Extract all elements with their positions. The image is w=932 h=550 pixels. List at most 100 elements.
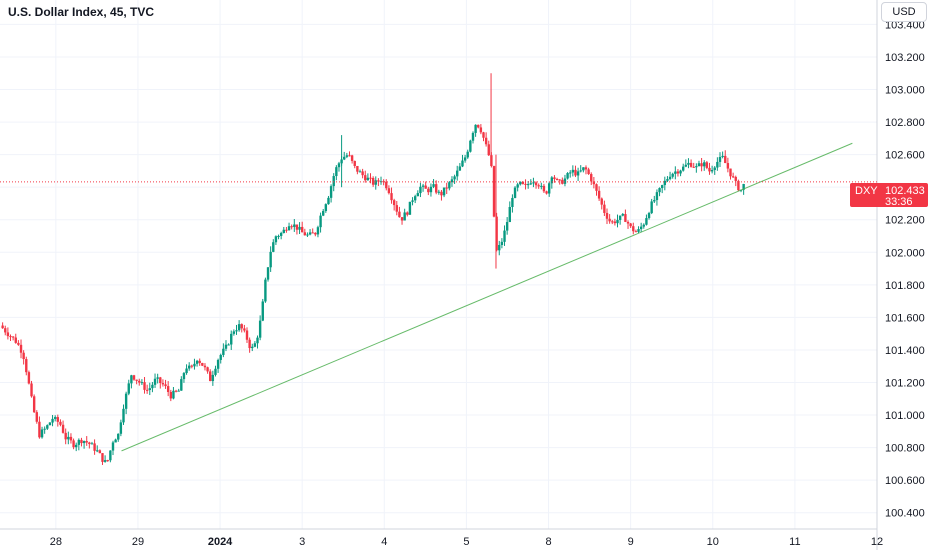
candle-body: [537, 185, 540, 187]
candle-body: [337, 163, 341, 168]
candle-body: [616, 219, 619, 224]
candle-body: [324, 204, 328, 212]
candle-body: [185, 368, 188, 374]
candle-body: [492, 166, 496, 217]
candle-body: [364, 175, 367, 181]
price-axis[interactable]: 103.400 103.200 103.000 102.800 102.600 102.4…: [885, 19, 925, 519]
candle-body: [69, 436, 73, 441]
candle-body: [721, 155, 724, 158]
candle-body: [742, 183, 745, 190]
candle-body: [403, 212, 406, 221]
candle-body: [96, 450, 99, 452]
candle-body: [608, 218, 611, 222]
candle-body: [19, 344, 23, 353]
currency-button[interactable]: USD: [881, 2, 927, 22]
candle-body: [529, 183, 532, 185]
candle-body: [90, 443, 94, 445]
candle-body: [306, 234, 309, 236]
candle-body: [582, 167, 585, 171]
candle-body: [224, 344, 228, 349]
candle-body: [345, 155, 349, 157]
x-tick-label: 9: [628, 536, 634, 548]
candle-body: [371, 177, 375, 185]
candle-body: [251, 346, 254, 349]
candle-body: [135, 379, 138, 381]
candle-body: [605, 212, 609, 219]
candle-body: [245, 330, 249, 340]
candle-body: [82, 441, 86, 444]
candle-body: [682, 166, 685, 171]
candle-body: [156, 377, 159, 379]
x-tick-label: 11: [789, 536, 800, 548]
candle-body: [382, 181, 385, 183]
candle-body: [266, 267, 270, 280]
candle-body: [710, 169, 714, 172]
candle-body: [639, 226, 643, 230]
y-tick-label: 101.800: [885, 280, 925, 292]
candle-body: [516, 184, 519, 188]
candle-body: [61, 424, 65, 433]
candle-body: [1, 325, 4, 329]
y-tick-label: 102.200: [885, 215, 925, 227]
candle-body: [148, 388, 151, 391]
candle-body: [206, 367, 209, 372]
candle-body: [718, 157, 722, 162]
candle-body: [203, 365, 207, 368]
trendline[interactable]: [121, 142, 853, 452]
candle-body: [692, 166, 695, 168]
candle-body: [85, 441, 88, 443]
candle-body: [637, 229, 640, 232]
candle-body: [214, 368, 217, 375]
candle-body: [519, 181, 522, 185]
candle-body: [227, 344, 230, 346]
candle-body: [182, 373, 186, 380]
candle-body: [361, 171, 364, 176]
candle-body: [550, 177, 554, 184]
candle-body: [177, 390, 180, 392]
time-axis[interactable]: 28 29 2024 3 4 5 8 9 10 11 12: [50, 536, 883, 548]
candle-body: [261, 301, 264, 321]
candle-body: [390, 193, 393, 201]
candle-body: [477, 124, 480, 128]
candle-body: [187, 365, 191, 369]
candle-body: [511, 197, 514, 208]
candle-body: [713, 167, 716, 170]
candle-body: [190, 365, 194, 367]
candle-body: [611, 221, 614, 223]
candle-body: [571, 169, 575, 173]
candle-body: [603, 204, 606, 213]
candle-body: [6, 332, 10, 337]
candle-body: [172, 390, 175, 399]
candle-body: [424, 185, 427, 189]
x-tick-label: 29: [132, 536, 144, 548]
candle-body: [600, 198, 603, 205]
candle-body: [377, 180, 380, 182]
candle-body: [237, 324, 241, 331]
candle-body: [526, 184, 530, 186]
candle-body: [348, 155, 351, 157]
candle-body: [679, 170, 682, 174]
candle-body: [106, 460, 109, 462]
y-tick-label: 100.400: [885, 508, 925, 520]
candle-body: [650, 201, 653, 214]
candle-body: [597, 190, 601, 199]
candle-body: [508, 207, 511, 223]
chart-title: U.S. Dollar Index, 45, TVC: [8, 5, 154, 19]
badge-price: 102.433: [885, 185, 925, 197]
candle-body: [385, 181, 388, 189]
candle-body: [734, 176, 737, 181]
candle-body: [642, 224, 645, 227]
x-tick-label: 8: [545, 536, 551, 548]
candle-body: [553, 177, 556, 180]
candle-body: [689, 162, 693, 167]
candle-body: [93, 443, 96, 451]
candle-body: [374, 180, 377, 185]
candle-body: [653, 200, 656, 202]
candle-body: [300, 226, 304, 233]
x-tick-label: 4: [381, 536, 387, 548]
candles: [1, 73, 745, 465]
candle-body: [127, 383, 130, 394]
candle-body: [618, 215, 622, 220]
candle-body: [500, 241, 504, 245]
